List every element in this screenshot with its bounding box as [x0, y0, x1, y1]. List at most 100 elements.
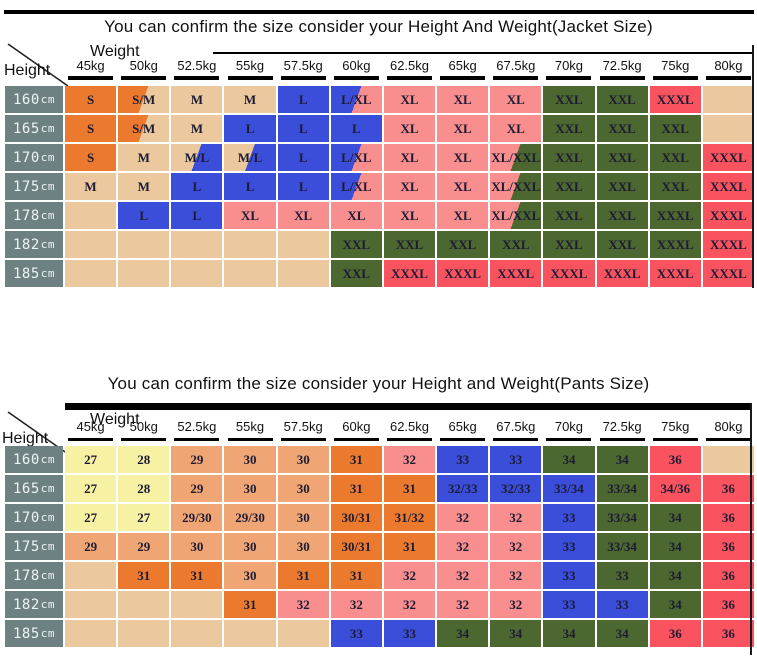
size-cell: XXL [649, 173, 701, 200]
col-header-underline [333, 76, 379, 80]
size-cell: XXL [330, 260, 382, 287]
size-cell: 32 [490, 533, 542, 560]
size-cell: 34 [649, 504, 701, 531]
size-cell: XXXL [649, 202, 701, 229]
size-cell: L/XL [330, 173, 382, 200]
col-header-80kg: 80kg [703, 419, 754, 441]
row-header-165cm: 165 cm [5, 115, 63, 142]
col-header-underline [493, 438, 539, 441]
size-cell-empty [224, 260, 276, 287]
size-cell: 30/31 [330, 533, 382, 560]
col-header-underline [599, 438, 645, 441]
jacket-weight-label: Weight [90, 43, 140, 60]
size-cell: 33 [543, 562, 595, 589]
row-header-182cm: 182 cm [5, 231, 63, 258]
size-cell: 31 [330, 475, 382, 502]
pants-size-grid: 160 cm 27 28 29 30 30 31 32 33 33 34 34 36 165 cm 27 28 29… [5, 446, 754, 647]
size-cell: 36 [649, 620, 701, 647]
size-cell: XXXL [702, 173, 754, 200]
row-header-185cm: 185 cm [5, 620, 63, 647]
col-header-underline [705, 438, 751, 441]
pants-right-border [750, 403, 752, 655]
col-header-underline [280, 76, 326, 80]
col-header-underline [280, 438, 326, 441]
size-cell: 33 [596, 562, 648, 589]
row-header-170cm: 170 cm [5, 504, 63, 531]
size-cell: L [171, 202, 223, 229]
size-cell: M/L [171, 144, 223, 171]
col-header-55kg: 55kg [224, 419, 275, 441]
size-cell: XXL [543, 115, 595, 142]
size-cell-empty [171, 591, 223, 618]
size-cell: 30 [277, 533, 329, 560]
col-header-72.5kg: 72.5kg [597, 58, 648, 80]
size-cell: S [65, 86, 117, 113]
size-cell: XXXL [702, 144, 754, 171]
size-cell: 33/34 [596, 475, 648, 502]
size-cell-empty [65, 620, 117, 647]
col-header-52.5kg: 52.5kg [171, 419, 222, 441]
size-cell: L [118, 202, 170, 229]
col-header-62.5kg: 62.5kg [384, 419, 435, 441]
size-cell: 27 [65, 475, 117, 502]
col-header-70kg: 70kg [543, 58, 594, 80]
col-header-65kg: 65kg [437, 419, 488, 441]
row-header-185cm: 185 cm [5, 260, 63, 287]
size-cell: XXL [596, 173, 648, 200]
size-cell: 36 [702, 475, 754, 502]
size-cell: 33 [490, 446, 542, 473]
size-cell: 32 [383, 446, 436, 473]
size-cell: 31 [171, 562, 223, 589]
size-cell: L [224, 173, 276, 200]
size-cell-empty [171, 620, 223, 647]
pants-top-bar [65, 403, 752, 410]
size-cell: 34 [543, 620, 595, 647]
size-cell: XXXL [596, 260, 648, 287]
size-cell: 32 [490, 591, 542, 618]
col-header-62.5kg: 62.5kg [384, 58, 435, 80]
col-header-underline [440, 438, 486, 441]
size-cell: 32 [437, 533, 489, 560]
size-cell: 29/30 [224, 504, 276, 531]
col-header-underline [121, 76, 167, 80]
size-cell: 34 [649, 533, 701, 560]
size-cell: 30 [277, 475, 329, 502]
size-cell: 32 [437, 591, 489, 618]
size-cell: 34 [596, 446, 648, 473]
size-cell: M [118, 173, 170, 200]
size-cell-empty [65, 231, 117, 258]
size-cell: 33 [437, 446, 489, 473]
size-cell: 34 [596, 620, 648, 647]
size-cell: XXL [596, 86, 648, 113]
size-cell: M [171, 86, 223, 113]
size-cell: XXL [649, 144, 701, 171]
size-cell: 32 [490, 504, 542, 531]
size-cell: 32 [383, 591, 436, 618]
size-cell: XL [383, 202, 436, 229]
col-header-50kg: 50kg [118, 58, 169, 80]
jacket-column-headers: 45kg 50kg 52.5kg 55kg 57.5kg 60kg 62.5kg 65kg 67… [65, 58, 754, 80]
size-cell: XXXL [649, 231, 701, 258]
size-cell: 32 [490, 562, 542, 589]
size-cell: 33 [383, 620, 436, 647]
size-cell-empty [65, 591, 117, 618]
pants-weight-label: Weight [90, 411, 140, 428]
size-cell: 32 [437, 562, 489, 589]
col-header-65kg: 65kg [437, 58, 488, 80]
size-cell-empty [277, 620, 329, 647]
size-cell: 30 [224, 475, 276, 502]
size-cell: XXL [596, 231, 648, 258]
size-cell: 36 [702, 591, 754, 618]
jacket-height-label: Height [4, 62, 51, 79]
size-cell: 33 [543, 504, 595, 531]
size-cell: 34 [543, 446, 595, 473]
weight-axis-line [213, 52, 753, 54]
size-cell: 29 [65, 533, 117, 560]
size-cell-empty [65, 202, 117, 229]
size-cell: 36 [649, 446, 701, 473]
size-cell: 29/30 [171, 504, 223, 531]
col-header-60kg: 60kg [331, 419, 382, 441]
size-cell: 34 [649, 562, 701, 589]
size-cell: XL [224, 202, 276, 229]
